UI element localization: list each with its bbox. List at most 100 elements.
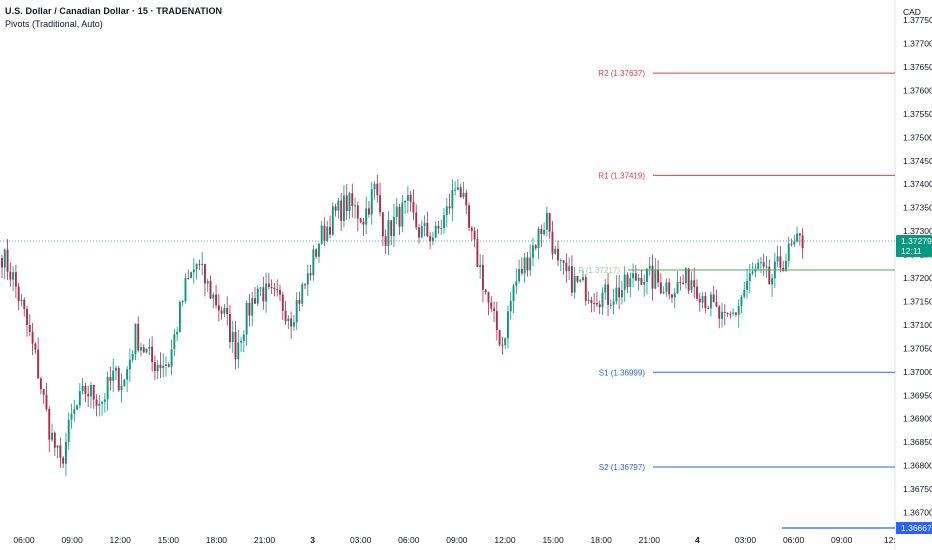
candle-body	[437, 225, 440, 229]
candle-body	[62, 457, 65, 464]
price-tick-label: 1.36950	[903, 390, 932, 400]
candle-body	[120, 385, 123, 391]
candle-body	[73, 409, 76, 414]
candle-body	[693, 280, 696, 287]
candle-body	[279, 289, 281, 295]
candle-body	[734, 312, 737, 315]
candle-body	[340, 200, 343, 221]
candle-body	[112, 370, 115, 381]
time-tick-label: 18:00	[206, 535, 228, 545]
low-marker-badge	[896, 522, 932, 535]
candle-body	[579, 280, 582, 282]
candle-body	[443, 215, 445, 228]
candle-body	[209, 281, 212, 299]
candle-body	[37, 349, 40, 379]
candle-body	[687, 268, 690, 291]
candle-body	[593, 302, 596, 304]
candle-body	[215, 294, 218, 306]
candle-body	[426, 222, 429, 237]
candle-body	[151, 346, 154, 363]
candle-body	[757, 262, 760, 269]
candle-body	[42, 389, 45, 395]
candle-body	[595, 302, 598, 305]
price-axis[interactable]: CAD 1.37750 1.37700 1.37650 1.37600 1.37550 1…	[903, 7, 932, 518]
time-tick-label: 21:00	[639, 535, 661, 545]
candle-body	[468, 205, 470, 228]
candle-body	[598, 304, 601, 308]
candle-body	[682, 282, 685, 284]
candle-body	[690, 280, 693, 291]
candle-body	[470, 227, 473, 231]
candle-body	[509, 300, 512, 312]
candle-body	[487, 292, 490, 303]
candle-body	[226, 307, 229, 315]
candle-body	[454, 189, 457, 191]
candle-body	[362, 221, 365, 225]
price-tick-label: 1.36800	[903, 461, 932, 471]
candle-body	[90, 385, 92, 397]
candle-body	[676, 282, 679, 294]
candle-body	[379, 195, 382, 213]
candle-body	[162, 365, 165, 369]
indicator-legend[interactable]: Pivots (Traditional, Auto)	[5, 19, 103, 29]
candle-body	[793, 241, 796, 245]
time-tick-label: 21:00	[254, 535, 276, 545]
candle-body	[779, 256, 782, 268]
candle-body	[376, 183, 379, 196]
time-tick-label: 09:00	[831, 535, 853, 545]
candle-body	[782, 267, 785, 272]
candle-body	[459, 187, 462, 198]
candle-body	[240, 340, 243, 343]
candle-body	[648, 265, 651, 269]
candle-body	[59, 445, 62, 458]
candle-body	[326, 226, 329, 241]
candle-body	[559, 260, 562, 262]
candle-body	[290, 318, 293, 327]
price-tick-label: 1.37400	[903, 179, 932, 189]
candle-body	[434, 225, 437, 238]
candle-body	[6, 249, 9, 272]
candle-body	[431, 237, 434, 242]
candle-body	[665, 282, 668, 292]
candle-body	[398, 206, 401, 227]
candle-body	[101, 401, 104, 404]
candle-body	[242, 334, 245, 341]
candle-body	[696, 286, 698, 299]
candle-body	[217, 305, 220, 311]
candle-body	[1, 258, 3, 268]
candle-body	[12, 272, 15, 280]
candle-body	[315, 249, 318, 257]
candle-body	[609, 304, 612, 306]
time-axis[interactable]: 06:00 09:00 12:00 15:00 18:00 21:00 3 03:00 06:0…	[13, 535, 895, 545]
price-tick-label: 1.37050	[903, 343, 932, 353]
time-tick-label: 4	[695, 535, 700, 545]
pivot-label-s2: S2 (1.36797)	[599, 463, 646, 472]
candle-body	[723, 311, 726, 314]
time-tick-label: 15:00	[158, 535, 180, 545]
candle-body	[715, 302, 718, 307]
time-tick-label: 06:00	[398, 535, 420, 545]
candle-body	[543, 229, 546, 235]
candle-body	[368, 208, 370, 215]
candle-body	[142, 347, 145, 353]
candle-body	[20, 299, 23, 302]
candle-body	[387, 220, 390, 246]
chart-title: U.S. Dollar / Canadian Dollar · 15 · TRA…	[5, 6, 223, 16]
candle-body	[406, 194, 409, 201]
pivot-label-p: P (1.37217)	[578, 266, 620, 275]
candle-body	[654, 270, 657, 289]
candle-body	[262, 287, 265, 302]
candle-body	[484, 289, 487, 293]
candle-body	[651, 265, 654, 289]
candle-body	[181, 301, 184, 303]
candle-body	[342, 195, 345, 221]
candle-body	[726, 313, 729, 315]
candle-body	[87, 393, 90, 397]
candle-body	[404, 200, 407, 203]
candle-body	[729, 313, 732, 315]
price-tick-label: 1.37550	[903, 109, 932, 119]
candle-body	[67, 419, 70, 442]
candle-body	[776, 256, 779, 262]
time-tick-label: 15:00	[542, 535, 564, 545]
